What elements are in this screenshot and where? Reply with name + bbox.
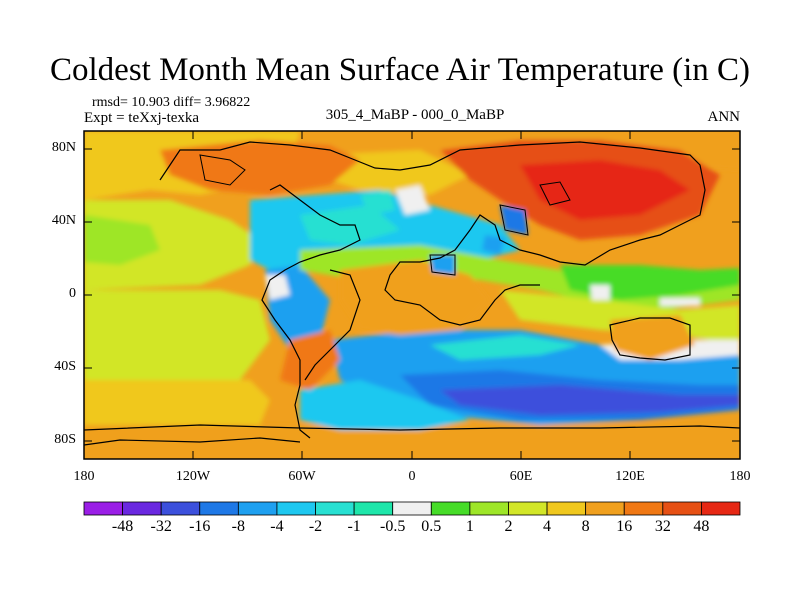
lon-label-180e: 180 [729, 469, 751, 484]
colorbar-swatch [508, 501, 548, 516]
plot-title: Coldest Month Mean Surface Air Temperatu… [50, 52, 750, 88]
colorbar-label: 4 [543, 518, 552, 535]
rmsd-diff-stats: rmsd= 10.903 diff= 3.96822 [92, 95, 251, 110]
colorbar-swatch [469, 501, 509, 516]
colorbar-swatch [315, 501, 355, 516]
colorbar-label: 1 [465, 518, 474, 535]
colorbar-label: -8 [231, 518, 245, 535]
colorbar-swatch [199, 501, 239, 516]
colorbar-swatch [623, 501, 664, 516]
experiment-label: Expt = teXxj-texka [84, 110, 200, 126]
lon-label-120e: 120E [615, 469, 645, 484]
colorbar [83, 501, 741, 516]
colorbar-swatch [353, 501, 394, 516]
lat-label-80s: 80S [54, 432, 76, 447]
colorbar-label: -32 [150, 518, 172, 535]
colorbar-label: 8 [581, 518, 590, 535]
comparison-label: 305_4_MaBP - 000_0_MaBP [325, 107, 505, 123]
colorbar-swatch [430, 501, 471, 516]
colorbar-swatch [701, 501, 741, 516]
lat-label-0: 0 [69, 286, 76, 301]
colorbar-label: -0.5 [380, 518, 406, 535]
colorbar-label: 48 [693, 518, 710, 535]
colorbar-swatch [546, 501, 587, 516]
colorbar-swatch [83, 501, 123, 516]
colorbar-swatch [160, 501, 201, 516]
colorbar-swatch [237, 501, 278, 516]
lon-label-120w: 120W [175, 469, 211, 484]
colorbar-label: 16 [616, 518, 633, 535]
colorbar-swatch [392, 501, 432, 516]
season-label: ANN [707, 109, 741, 125]
lat-label-40s: 40S [54, 359, 76, 374]
lon-label-60e: 60E [509, 469, 533, 484]
lat-label-80n: 80N [51, 140, 76, 155]
lon-label-60w: 60W [288, 469, 316, 484]
colorbar-label: 2 [504, 518, 513, 535]
map-ticks [84, 131, 740, 459]
map-field [84, 131, 740, 459]
colorbar-label: 0.5 [421, 518, 442, 535]
colorbar-label: 32 [654, 518, 671, 535]
colorbar-swatch [585, 501, 625, 516]
colorbar-label: -16 [189, 518, 211, 535]
lat-label-40n: 40N [51, 213, 76, 228]
colorbar-label: -1 [347, 518, 361, 535]
colorbar-swatch [122, 501, 162, 516]
colorbar-swatch [662, 501, 702, 516]
colorbar-label: -4 [270, 518, 284, 535]
colorbar-label: -48 [111, 518, 134, 535]
lon-label-0: 0 [408, 469, 416, 484]
lon-label-180w: 180 [73, 469, 95, 484]
colorbar-swatch [276, 501, 316, 516]
colorbar-label: -2 [308, 518, 323, 535]
